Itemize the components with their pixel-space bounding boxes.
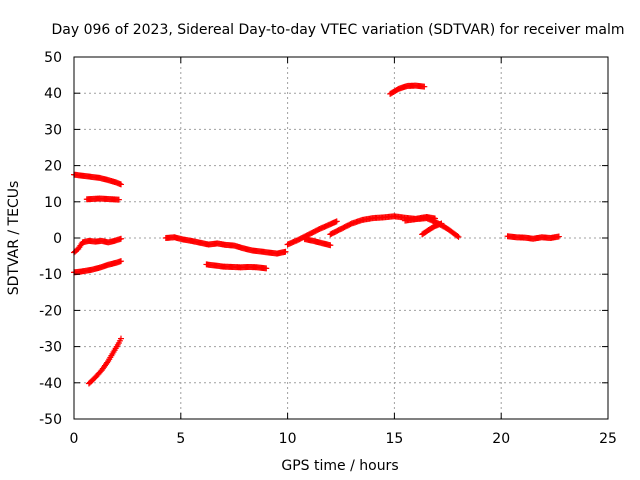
x-tick-label: 10 [279, 431, 297, 447]
data-series-arc-minus-forty-left [85, 335, 124, 387]
x-tick-label: 5 [176, 431, 185, 447]
tick-layer: 0 5 10 15 20 25 -50 -40 -30 -20 -10 0 10 20 30 40 50 [39, 50, 617, 447]
data-series-arc-minus-nine-left [71, 258, 124, 276]
data-point [333, 218, 340, 225]
data-point [117, 181, 124, 188]
data-point [454, 233, 461, 240]
data-series-arc-dip-sixteen [419, 220, 445, 238]
y-tick-label: 50 [44, 50, 62, 66]
y-tick-label: -50 [39, 412, 62, 428]
data-series-arc-ten-left [83, 195, 122, 203]
data-point [117, 258, 124, 265]
y-tick-label: -10 [39, 267, 62, 283]
data-series-arc-midday-flat [162, 234, 289, 257]
data-point [455, 233, 462, 240]
x-tick-label: 25 [599, 431, 617, 447]
data-point [555, 233, 562, 240]
y-tick-label: 0 [53, 231, 62, 247]
data-point [282, 248, 289, 255]
grid-layer [74, 57, 608, 419]
data-series-arc-dip-eleven [301, 236, 334, 249]
y-axis-label: SDTVAR / TECUs [6, 181, 22, 296]
y-tick-label: -20 [39, 303, 62, 319]
data-layer [71, 82, 562, 387]
data-point [117, 235, 124, 242]
data-point [327, 242, 334, 249]
data-point [117, 335, 124, 342]
y-tick-label: -40 [39, 376, 62, 392]
data-series-arc-forty [387, 82, 428, 97]
x-tick-label: 20 [492, 431, 510, 447]
y-tick-label: 30 [44, 122, 62, 138]
data-point [115, 196, 122, 203]
x-axis-label: GPS time / hours [281, 458, 398, 474]
data-series-arc-top-left [71, 171, 124, 188]
chart-title: Day 096 of 2023, Sidereal Day-to-day VTE… [52, 22, 625, 38]
data-point [421, 83, 428, 90]
y-tick-label: 10 [44, 195, 62, 211]
y-tick-label: 20 [44, 159, 62, 175]
data-series-arc-zero-left [71, 235, 124, 256]
data-point [263, 265, 270, 272]
x-tick-label: 0 [70, 431, 79, 447]
y-tick-label: -30 [39, 340, 62, 356]
x-tick-label: 15 [385, 431, 403, 447]
data-series-arc-late-flat [504, 233, 562, 242]
data-series-arc-rise-ten [284, 218, 340, 248]
data-series-arc-minus-eight-mid [203, 261, 270, 272]
y-tick-label: 40 [44, 86, 62, 102]
data-point [438, 220, 445, 227]
